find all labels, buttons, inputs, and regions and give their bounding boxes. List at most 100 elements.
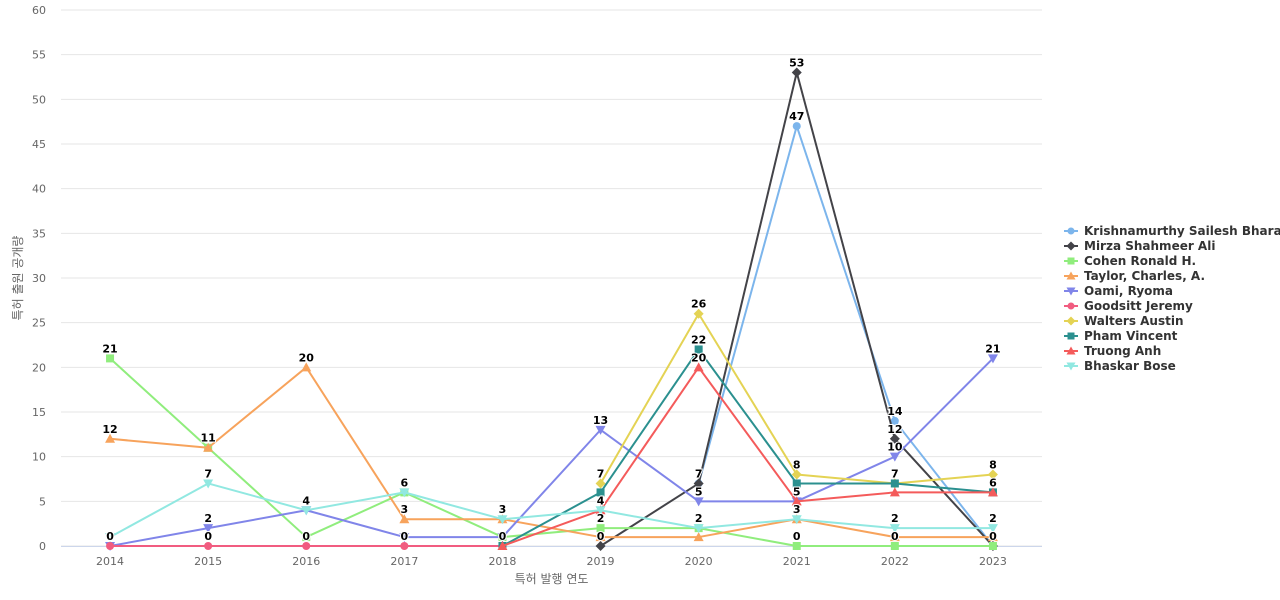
x-axis-title: 특허 발행 연도 (515, 571, 589, 586)
legend-label: Mirza Shahmeer Ali (1084, 239, 1215, 253)
data-point (105, 433, 116, 443)
data-label: 0 (989, 530, 997, 543)
data-point (596, 524, 605, 533)
data-label: 2 (695, 512, 703, 525)
x-tick-label: 2022 (881, 555, 909, 568)
data-label: 2 (989, 512, 997, 525)
legend-item-taylor-charles-a[interactable]: Taylor, Charles, A. (1064, 269, 1205, 283)
data-label: 0 (891, 530, 899, 543)
data-label: 3 (793, 503, 801, 516)
y-tick-label: 60 (32, 4, 46, 17)
series-oami-ryoma[interactable] (105, 354, 998, 551)
data-point (399, 533, 410, 543)
y-axis-ticks: 0 5 10 15 20 25 30 35 40 45 50 55 60 (32, 4, 46, 553)
legend-label: Truong Anh (1084, 344, 1161, 358)
data-point (889, 487, 900, 497)
data-point (693, 362, 704, 372)
series-cohen-ronald-h[interactable] (106, 354, 997, 550)
y-tick-label: 50 (32, 93, 46, 106)
data-point (791, 469, 802, 480)
data-point (105, 533, 116, 543)
series-layer (105, 67, 998, 551)
data-label: 20 (691, 351, 707, 364)
data-label: 7 (891, 467, 899, 480)
data-label: 2 (597, 512, 605, 525)
data-label: 0 (204, 530, 212, 543)
data-point (497, 541, 508, 550)
series-bhaskar-bose[interactable] (105, 479, 998, 543)
legend-marker (1066, 271, 1076, 280)
data-point (890, 542, 899, 550)
data-point (203, 442, 214, 452)
grid-lines (61, 9, 1042, 547)
data-labels: 2112011720204063030137420262220752534785… (101, 56, 1001, 544)
series-line (109, 482, 994, 539)
x-tick-label: 2014 (96, 555, 124, 568)
series-truong-anh[interactable] (497, 362, 998, 550)
y-axis-title: 특허 출원 공개량 (11, 236, 25, 321)
data-point (987, 487, 998, 497)
data-point (399, 488, 410, 498)
data-label: 3 (401, 503, 409, 516)
legend-marker (1067, 302, 1075, 310)
legend-item-mirza-shahmeer-ali[interactable]: Mirza Shahmeer Ali (1064, 239, 1215, 253)
legend-label: Walters Austin (1084, 314, 1184, 328)
data-label: 21 (985, 342, 1000, 355)
data-label: 14 (887, 405, 903, 418)
x-tick-label: 2020 (685, 555, 713, 568)
x-axis-ticks: 2014 2015 2016 2017 2018 2019 2020 2021 2022 2023 (96, 555, 1007, 568)
data-label: 5 (793, 485, 801, 498)
legend-item-krishnamurthy-sailesh-bhara[interactable]: Krishnamurthy Sailesh Bhara... (1064, 224, 1280, 238)
legend-item-pham-vincent[interactable]: Pham Vincent (1064, 329, 1178, 343)
x-tick-label: 2017 (390, 555, 418, 568)
data-point (890, 479, 899, 488)
series-goodsitt-jeremy[interactable] (106, 542, 507, 550)
data-label: 6 (989, 476, 997, 489)
data-label: 8 (989, 459, 997, 472)
legend-item-cohen-ronald-h[interactable]: Cohen Ronald H. (1064, 254, 1196, 268)
legend-item-oami-ryoma[interactable]: Oami, Ryoma (1064, 284, 1173, 298)
legend-item-goodsitt-jeremy[interactable]: Goodsitt Jeremy (1064, 299, 1193, 313)
data-label: 4 (302, 494, 310, 507)
data-point (694, 345, 703, 354)
legend-item-walters-austin[interactable]: Walters Austin (1064, 314, 1184, 328)
data-point (497, 533, 508, 543)
data-label: 0 (597, 530, 605, 543)
data-point (693, 497, 704, 507)
legend-label: Pham Vincent (1084, 329, 1178, 343)
legend-marker (1066, 362, 1076, 371)
x-tick-label: 2019 (587, 555, 615, 568)
legend-label: Cohen Ronald H. (1084, 254, 1196, 268)
data-label: 0 (401, 530, 409, 543)
data-point (889, 532, 900, 542)
data-point (204, 542, 213, 550)
data-point (595, 425, 606, 435)
legend-item-truong-anh[interactable]: Truong Anh (1064, 344, 1161, 358)
legend-label: Krishnamurthy Sailesh Bhara... (1084, 224, 1280, 238)
legend-item-bhaskar-bose[interactable]: Bhaskar Bose (1064, 359, 1176, 373)
data-point (301, 506, 312, 516)
data-point (792, 122, 801, 131)
data-point (693, 478, 704, 489)
legend-marker (1067, 332, 1075, 340)
data-label: 10 (887, 441, 903, 454)
data-label: 8 (793, 459, 801, 472)
data-label: 0 (302, 530, 310, 543)
data-point (400, 542, 409, 550)
data-point (497, 515, 508, 525)
data-label: 12 (102, 423, 117, 436)
data-point (595, 532, 606, 542)
data-label: 0 (793, 530, 801, 543)
data-label: 3 (499, 503, 507, 516)
series-krishnamurthy-sailesh-bhara[interactable] (694, 122, 997, 550)
series-line (109, 357, 994, 547)
series-line (109, 357, 994, 547)
data-label: 22 (691, 333, 706, 346)
legend-marker (1067, 257, 1075, 265)
data-point (988, 542, 997, 550)
data-point (106, 354, 115, 363)
data-point (987, 469, 998, 480)
data-label: 53 (789, 57, 804, 70)
data-label: 7 (695, 467, 703, 480)
data-point (889, 452, 900, 462)
